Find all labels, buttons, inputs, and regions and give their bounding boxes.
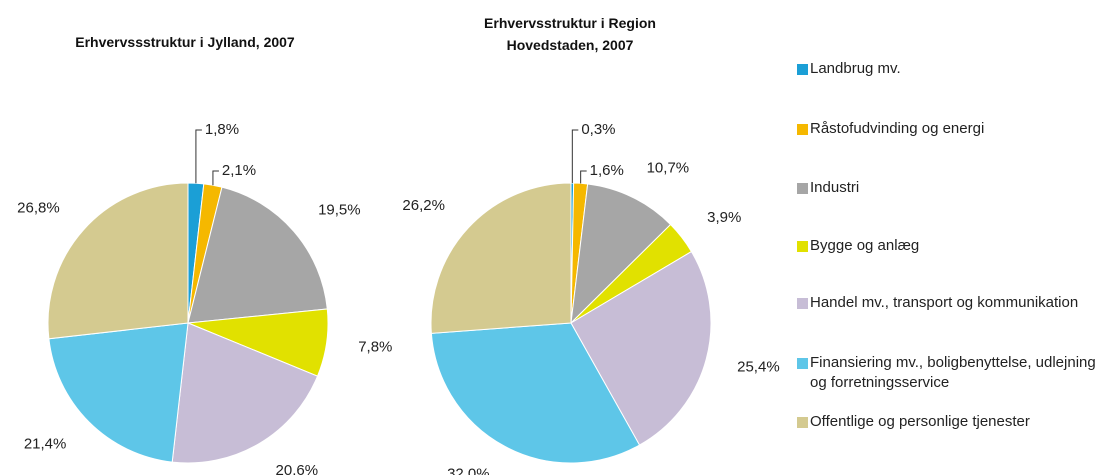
- data-label: 26,2%: [402, 197, 445, 214]
- pie-slice: [48, 322, 189, 463]
- data-label: 25,4%: [737, 359, 780, 376]
- pie-slice: [47, 182, 189, 340]
- data-label: 1,6%: [590, 162, 624, 179]
- data-label: 21,4%: [24, 436, 67, 453]
- legend-swatch: [797, 124, 808, 135]
- legend-item: Råstofudvinding og energi: [797, 119, 1099, 139]
- legend-swatch: [797, 298, 808, 309]
- chart-title: Erhvervsstruktur i Region Hovedstaden, 2…: [484, 15, 656, 53]
- pie-slice: [187, 186, 328, 324]
- legend-swatch: [797, 241, 808, 252]
- pie-slice: [430, 322, 641, 464]
- data-label: 0,3%: [581, 121, 615, 138]
- data-label: 20,6%: [276, 462, 319, 475]
- legend-swatch: [797, 417, 808, 428]
- pie-slice: [430, 182, 572, 334]
- legend-item: Finansiering mv., boligbenyttelse, udlej…: [797, 353, 1099, 393]
- data-label: 26,8%: [17, 199, 60, 216]
- legend-item: Bygge og anlæg: [797, 236, 1099, 256]
- legend-item: Industri: [797, 178, 1099, 198]
- data-label: 3,9%: [707, 209, 741, 226]
- legend-swatch: [797, 183, 808, 194]
- data-label: 32,0%: [447, 466, 490, 475]
- legend-label: Offentlige og personlige tjenester: [810, 413, 1030, 430]
- legend-swatch: [797, 64, 808, 75]
- chart-title: Erhvervssstruktur i Jylland, 2007: [75, 34, 295, 50]
- legend-label: Landbrug mv.: [810, 60, 901, 77]
- data-label: 10,7%: [647, 159, 690, 176]
- legend-swatch: [797, 358, 808, 369]
- legend-item: Offentlige og personlige tjenester: [797, 412, 1099, 432]
- legend-label: Bygge og anlæg: [810, 237, 920, 254]
- legend-label: Råstofudvinding og energi: [810, 120, 985, 137]
- legend-item: Handel mv., transport og kommunikation: [797, 293, 1099, 313]
- leader-line: [195, 129, 202, 184]
- data-label: 1,8%: [205, 121, 239, 138]
- legend-label: Industri: [810, 179, 860, 196]
- pie-slice: [570, 183, 672, 325]
- pie-slice: [171, 322, 319, 464]
- leader-line: [212, 170, 219, 186]
- legend-label: Handel mv., transport og kommunikation: [810, 294, 1079, 311]
- leader-line: [571, 129, 579, 184]
- leader-line: [580, 170, 587, 184]
- data-label: 19,5%: [318, 201, 361, 218]
- pie-slice: [570, 250, 712, 446]
- legend-label: Finansiering mv., boligbenyttelse, udlej…: [810, 354, 1096, 391]
- legend-item: Landbrug mv.: [797, 59, 1099, 79]
- data-label: 7,8%: [358, 339, 392, 356]
- data-label: 2,1%: [222, 162, 256, 179]
